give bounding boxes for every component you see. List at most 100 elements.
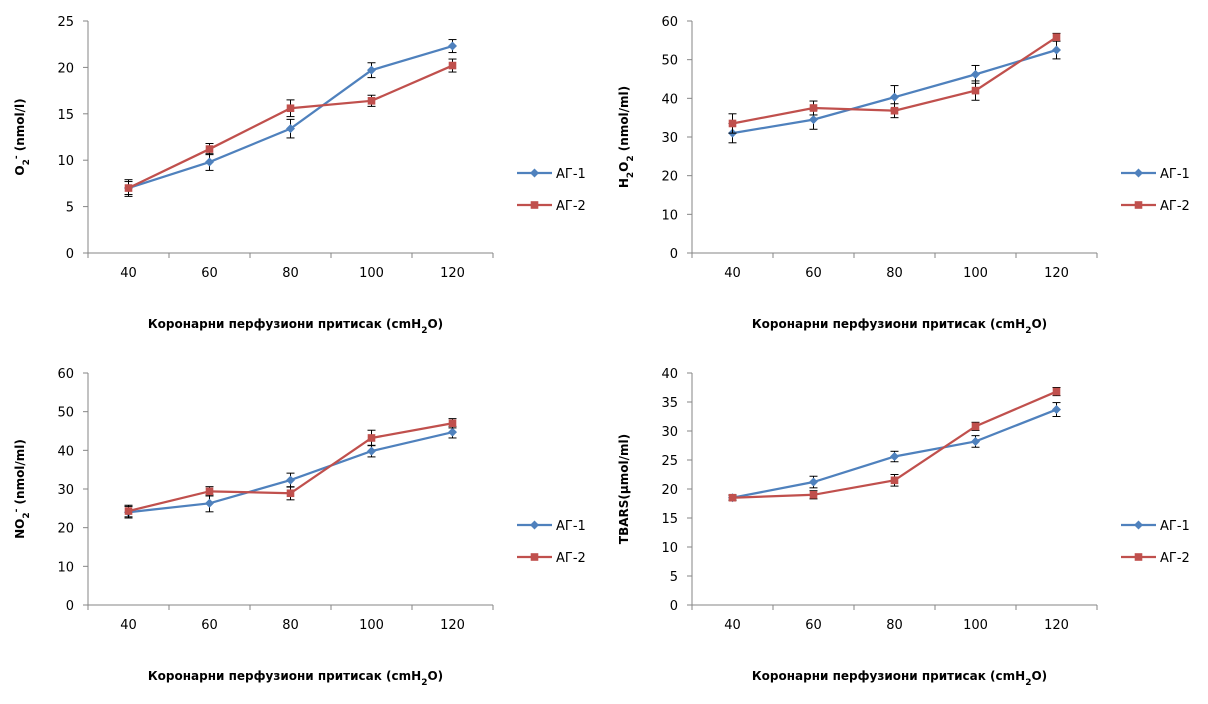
x-tick-label: 40 bbox=[724, 618, 741, 633]
x-tick-label: 100 bbox=[963, 618, 988, 633]
data-point-square bbox=[449, 419, 457, 427]
y-tick-label: 20 bbox=[661, 170, 678, 185]
data-point-square bbox=[972, 87, 980, 95]
chart-superoxide: 0 5 10 15 20 25 40 60 80 100 120 АГ-1 АГ-2 Коронарни … bbox=[0, 0, 604, 352]
data-point-diamond bbox=[809, 478, 818, 487]
x-tick-label: 80 bbox=[282, 618, 299, 633]
data-point-diamond bbox=[448, 42, 457, 51]
x-tick-label: 80 bbox=[282, 266, 299, 281]
legend-label: АГ-2 bbox=[1160, 199, 1190, 214]
legend-label: АГ-1 bbox=[556, 167, 586, 182]
y-tick-label: 50 bbox=[661, 54, 678, 69]
legend-label: АГ-1 bbox=[1160, 167, 1190, 182]
x-axis-title: Коронарни перфузиони притисак (cmH2O) bbox=[148, 317, 443, 336]
x-tick-label: 40 bbox=[724, 266, 741, 281]
data-point-square bbox=[729, 120, 737, 128]
x-tick-label: 80 bbox=[886, 618, 903, 633]
legend-label: АГ-2 bbox=[1160, 551, 1190, 566]
x-axis-title: Коронарни перфузиони притисак (cmH2O) bbox=[752, 317, 1047, 336]
legend-label: АГ-1 bbox=[556, 519, 586, 534]
y-tick-label: 0 bbox=[670, 599, 678, 614]
y-tick-label: 25 bbox=[661, 454, 678, 469]
data-point-square bbox=[287, 104, 295, 112]
chart-hydrogen-peroxide: 0 10 20 30 40 50 60 40 60 80 100 120 АГ-1 АГ-2 Коронар… bbox=[604, 0, 1208, 352]
legend-marker-diamond bbox=[530, 169, 539, 178]
data-point-diamond bbox=[367, 447, 376, 456]
y-tick-label: 0 bbox=[670, 247, 678, 262]
data-point-square bbox=[891, 107, 899, 115]
legend-marker-diamond bbox=[1134, 521, 1143, 530]
legend-marker-square bbox=[1135, 201, 1143, 209]
chart-svg: 0 5 10 15 20 25 30 35 40 40 60 80 100 120 АГ-1 АГ-2 Коро… bbox=[604, 352, 1208, 704]
y-tick-label: 25 bbox=[57, 15, 74, 30]
chart-svg: 0 10 20 30 40 50 60 40 60 80 100 120 АГ-1 АГ-2 Коронар… bbox=[604, 0, 1208, 352]
y-tick-label: 20 bbox=[661, 483, 678, 498]
data-point-diamond bbox=[1052, 46, 1061, 55]
x-tick-label: 120 bbox=[1044, 266, 1069, 281]
y-tick-label: 0 bbox=[66, 599, 74, 614]
legend-label: АГ-2 bbox=[556, 199, 586, 214]
x-tick-label: 100 bbox=[359, 266, 384, 281]
data-point-square bbox=[125, 184, 133, 192]
y-tick-label: 60 bbox=[661, 15, 678, 30]
y-tick-label: 40 bbox=[661, 92, 678, 107]
y-tick-label: 10 bbox=[57, 154, 74, 169]
data-point-square bbox=[449, 62, 457, 70]
y-tick-label: 40 bbox=[57, 444, 74, 459]
legend-label: АГ-1 bbox=[1160, 519, 1190, 534]
x-tick-label: 120 bbox=[440, 618, 465, 633]
data-point-diamond bbox=[205, 158, 214, 167]
data-point-diamond bbox=[286, 476, 295, 485]
y-tick-label: 50 bbox=[57, 406, 74, 421]
y-tick-label: 30 bbox=[661, 425, 678, 440]
y-axis-title: TBARS(µmol/ml) bbox=[617, 434, 631, 544]
legend-marker-diamond bbox=[530, 521, 539, 530]
y-tick-label: 15 bbox=[57, 108, 74, 123]
x-tick-label: 40 bbox=[120, 618, 137, 633]
x-tick-label: 100 bbox=[963, 266, 988, 281]
y-tick-label: 30 bbox=[57, 483, 74, 498]
data-point-diamond bbox=[971, 70, 980, 79]
x-axis-title: Коронарни перфузиони притисак (cmH2O) bbox=[148, 669, 443, 688]
data-point-diamond bbox=[448, 428, 457, 437]
data-point-diamond bbox=[971, 437, 980, 446]
x-tick-label: 60 bbox=[201, 266, 218, 281]
y-tick-label: 60 bbox=[57, 367, 74, 382]
legend-marker-square bbox=[531, 553, 539, 561]
y-tick-label: 40 bbox=[661, 367, 678, 382]
data-point-diamond bbox=[205, 499, 214, 508]
legend-marker-square bbox=[531, 201, 539, 209]
x-tick-label: 80 bbox=[886, 266, 903, 281]
data-point-square bbox=[368, 434, 376, 442]
chart-svg: 0 5 10 15 20 25 40 60 80 100 120 АГ-1 АГ-2 Коронарни … bbox=[0, 0, 604, 352]
data-point-square bbox=[891, 477, 899, 485]
y-tick-label: 30 bbox=[661, 131, 678, 146]
data-point-square bbox=[206, 488, 214, 496]
y-tick-label: 5 bbox=[66, 201, 74, 216]
data-point-square bbox=[368, 97, 376, 105]
data-point-square bbox=[810, 104, 818, 112]
chart-svg: 0 10 20 30 40 50 60 40 60 80 100 120 АГ-1 АГ-2 Коронар… bbox=[0, 352, 604, 704]
data-point-diamond bbox=[809, 115, 818, 124]
legend-marker-diamond bbox=[1134, 169, 1143, 178]
data-point-square bbox=[125, 507, 133, 515]
data-point-square bbox=[729, 494, 737, 502]
y-tick-label: 5 bbox=[670, 570, 678, 585]
x-tick-label: 60 bbox=[805, 618, 822, 633]
y-tick-label: 0 bbox=[66, 247, 74, 262]
x-axis-title: Коронарни перфузиони притисак (cmH2O) bbox=[752, 669, 1047, 688]
data-point-square bbox=[972, 423, 980, 431]
y-tick-label: 20 bbox=[57, 522, 74, 537]
y-axis-title: O2- (nmol/l) bbox=[12, 98, 32, 175]
y-tick-label: 10 bbox=[661, 541, 678, 556]
chart-nitrite: 0 10 20 30 40 50 60 40 60 80 100 120 АГ-1 АГ-2 Коронар… bbox=[0, 352, 604, 703]
y-tick-label: 35 bbox=[661, 396, 678, 411]
chart-tbars: 0 5 10 15 20 25 30 35 40 40 60 80 100 120 АГ-1 АГ-2 Коро… bbox=[604, 352, 1208, 703]
data-point-square bbox=[287, 489, 295, 497]
data-point-square bbox=[1053, 388, 1061, 396]
x-tick-label: 100 bbox=[359, 618, 384, 633]
y-tick-label: 20 bbox=[57, 61, 74, 76]
y-tick-label: 10 bbox=[661, 208, 678, 223]
x-tick-label: 60 bbox=[201, 618, 218, 633]
x-tick-label: 120 bbox=[440, 266, 465, 281]
